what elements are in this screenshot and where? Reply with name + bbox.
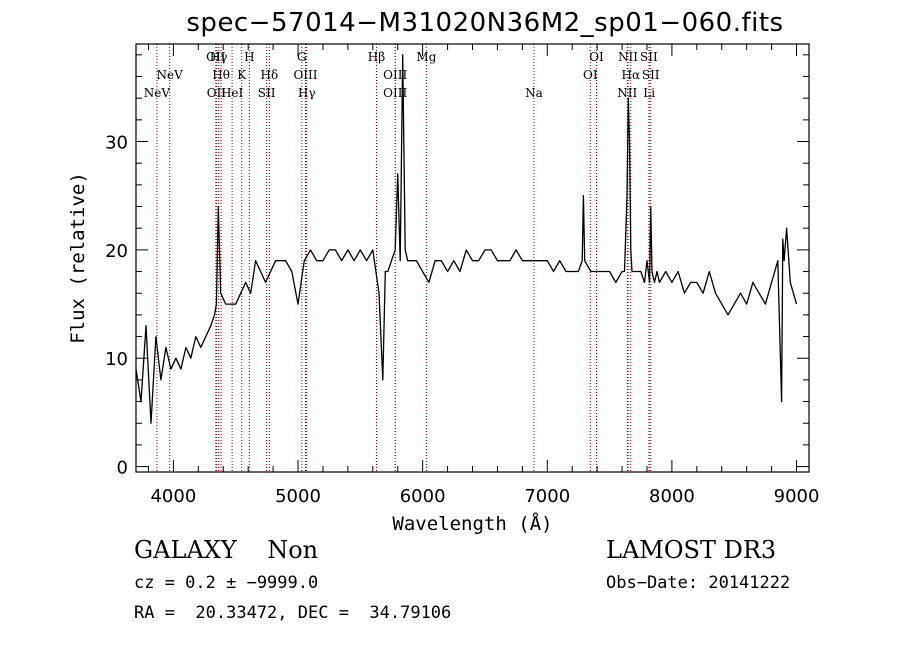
line-marker-label: OII bbox=[207, 86, 227, 100]
line-marker-label: G bbox=[297, 50, 307, 64]
line-marker-label: OIII bbox=[383, 86, 407, 100]
line-marker-label: H bbox=[244, 50, 254, 64]
line-marker-label: Hγ bbox=[210, 50, 228, 64]
line-marker-label: SII bbox=[640, 50, 658, 64]
line-marker-label: HeI bbox=[221, 86, 244, 100]
line-marker-label: OIII bbox=[293, 68, 317, 82]
series-line-flux bbox=[135, 54, 798, 424]
line-marker-label: K bbox=[237, 68, 247, 82]
line-marker-label: Hγ bbox=[298, 86, 316, 100]
plot-frame bbox=[135, 43, 810, 473]
object-class-label: GALAXY Non bbox=[134, 536, 319, 564]
y-tick-label: 10 bbox=[105, 349, 128, 370]
line-marker-label: OI bbox=[583, 68, 598, 82]
line-marker-label: Hα bbox=[622, 68, 641, 82]
line-marker-label: OIII bbox=[383, 68, 407, 82]
y-axis-label: Flux (relative) bbox=[67, 172, 89, 344]
x-tick-label: 8000 bbox=[649, 486, 695, 507]
y-tick-label: 0 bbox=[117, 458, 128, 479]
x-tick-label: 4000 bbox=[150, 486, 196, 507]
line-marker-label: Hβ bbox=[368, 50, 385, 64]
survey-label: LAMOST DR3 bbox=[606, 536, 777, 564]
line-marker-label: Na bbox=[525, 86, 543, 100]
x-axis-label: Wavelength (Å) bbox=[392, 512, 552, 535]
line-marker-label: Li bbox=[643, 86, 655, 100]
line-marker-label: NII bbox=[618, 50, 638, 64]
line-marker-label: OI bbox=[589, 50, 604, 64]
line-marker-label: Mg bbox=[416, 50, 436, 64]
line-marker-label: Hδ bbox=[261, 68, 279, 82]
x-tick-label: 6000 bbox=[400, 486, 446, 507]
line-marker-label: Hθ bbox=[212, 68, 230, 82]
line-marker-label: SII bbox=[642, 68, 660, 82]
obs-date-label: Obs−Date: 20141222 bbox=[606, 573, 791, 593]
y-tick-label: 30 bbox=[105, 133, 128, 154]
coordinates-label: RA = 20.33472, DEC = 34.79106 bbox=[134, 603, 452, 623]
chart-title: spec−57014−M31020N36M2_sp01−060.fits bbox=[186, 8, 784, 38]
x-tick-label: 7000 bbox=[524, 486, 570, 507]
x-tick-label: 5000 bbox=[275, 486, 321, 507]
line-marker-label: NII bbox=[617, 86, 637, 100]
y-tick-label: 20 bbox=[105, 241, 128, 262]
line-marker-label: NeV bbox=[157, 68, 184, 82]
redshift-label: cz = 0.2 ± −9999.0 bbox=[134, 573, 319, 593]
line-marker-label: SII bbox=[258, 86, 276, 100]
line-marker-label: NeV bbox=[144, 86, 171, 100]
x-tick-label: 9000 bbox=[774, 486, 820, 507]
line-marker-label: OII bbox=[206, 50, 226, 64]
